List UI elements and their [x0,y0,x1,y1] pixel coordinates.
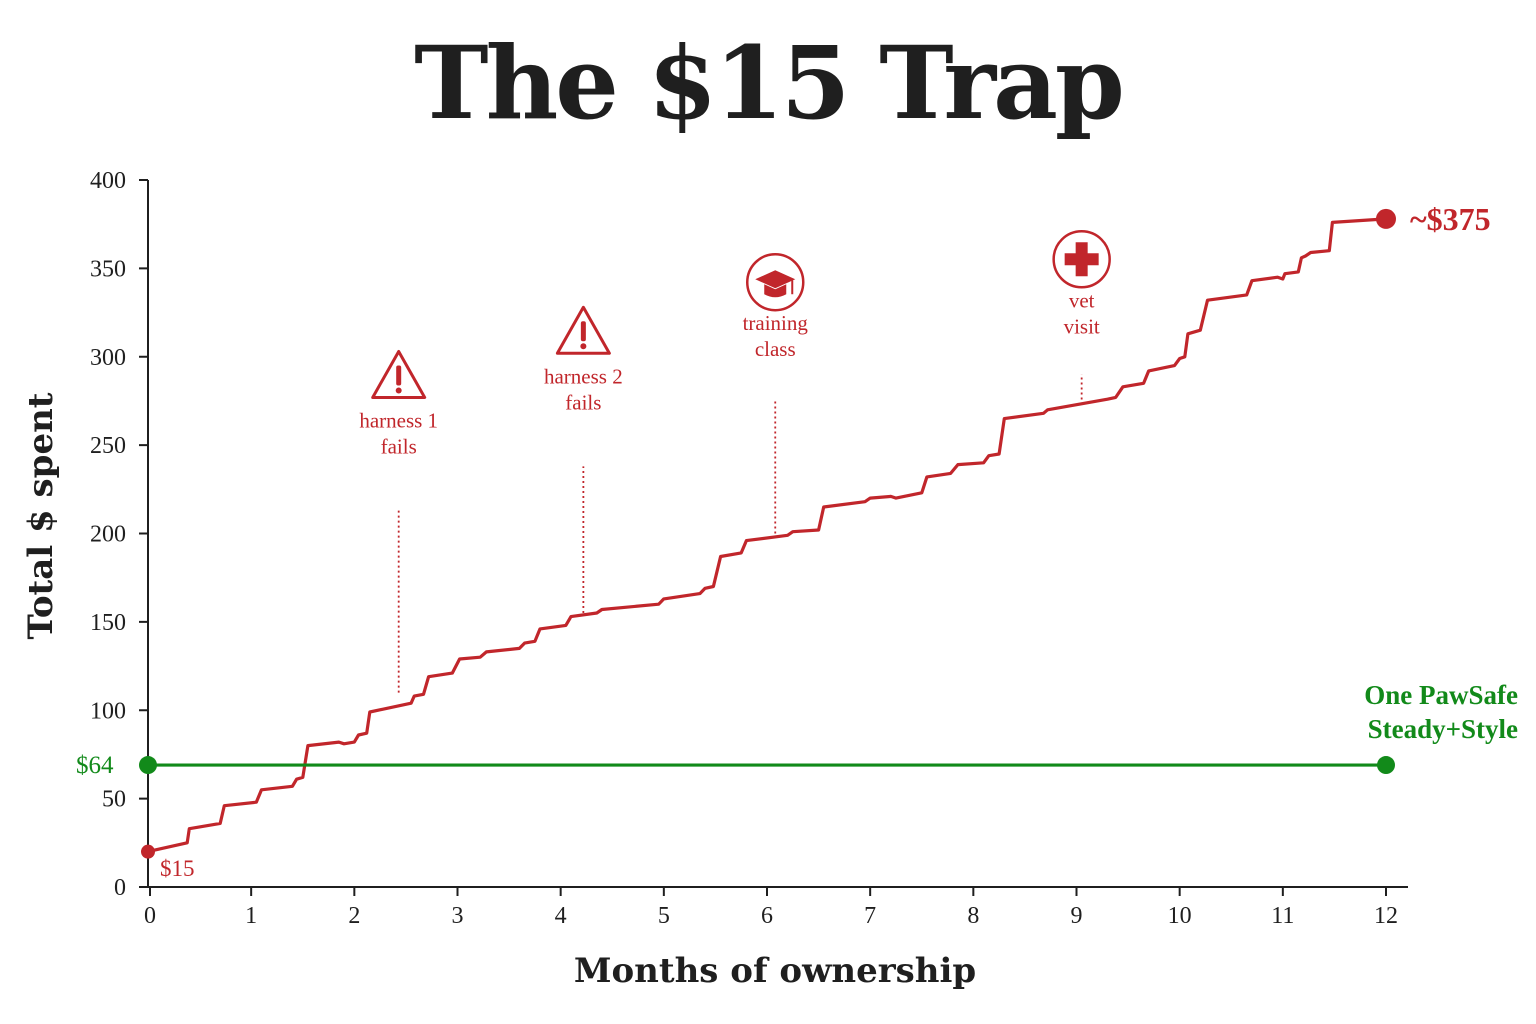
y-tick-label: 400 [90,168,126,194]
warning-dot [395,387,402,394]
x-tick-label: 4 [555,903,567,929]
y-tick-label: 300 [90,345,126,371]
x-tick-label: 6 [761,903,773,929]
series-end-point [1376,208,1396,229]
icon-ring [746,252,805,312]
x-tick-label: 5 [658,903,670,929]
x-tick-label: 1 [245,903,257,929]
series-start-point [141,844,155,859]
annotation-label: visit [1064,314,1100,338]
warning-triangle [555,305,611,355]
x-tick-label: 9 [1071,903,1083,929]
warning-icon [555,305,611,355]
x-axis-title: Months of ownership [574,951,976,991]
y-tick-label: 200 [90,522,126,548]
green-legend-line-2: Steady+Style [1368,714,1518,744]
series-1 [141,208,1396,859]
annotation-label: vet [1069,288,1095,312]
annotation-label: harness 2 [544,364,623,388]
series-2 [139,756,1395,775]
warning-bar [396,365,402,386]
icon-ring [1052,230,1111,289]
cap-base [764,284,787,298]
annotation-label: class [755,337,796,361]
series-start-point [139,756,157,775]
y-tick-label: 100 [90,698,126,724]
graduation-cap-icon [746,252,805,312]
x-tick-label: 2 [348,903,360,929]
x-tick-label: 7 [864,903,876,929]
cross-horizontal [1064,253,1099,266]
y-axis-title: Total $ spent [21,392,61,639]
y-tick-label: 150 [90,610,126,636]
y-tick-label: 250 [90,433,126,459]
warning-triangle [371,349,427,399]
green-legend-line-1: One PawSafe [1364,680,1518,710]
series-layer [139,208,1396,859]
medical-cross-icon [1052,230,1111,289]
red-end-label: ~$375 [1410,201,1491,237]
x-tick-label: 8 [967,903,979,929]
x-tick-label: 11 [1271,903,1294,929]
red-start-label: $15 [160,856,195,881]
chart-title: The $15 Trap [414,24,1125,142]
annotation-label: fails [381,434,417,458]
x-tick-label: 12 [1374,903,1398,929]
cap-board [755,270,796,289]
annotation-label: training [743,311,809,335]
y-tick-label: 50 [102,787,126,813]
x-tick-label: 3 [452,903,464,929]
annotation-label: fails [565,390,601,414]
x-tick-label: 0 [144,903,156,929]
green-start-label: $64 [76,752,114,779]
warning-bar [580,321,586,342]
y-tick-label: 0 [114,875,126,901]
series-line [147,217,1387,854]
x-tick-label: 10 [1168,903,1192,929]
annotation-label: harness 1 [359,408,438,432]
series-end-point [1377,756,1395,775]
labels-layer: Total $ spent Months of ownership $15 ~$… [21,201,1518,991]
warning-icon [371,349,427,399]
warning-dot [580,343,587,350]
y-tick-label: 350 [90,256,126,282]
